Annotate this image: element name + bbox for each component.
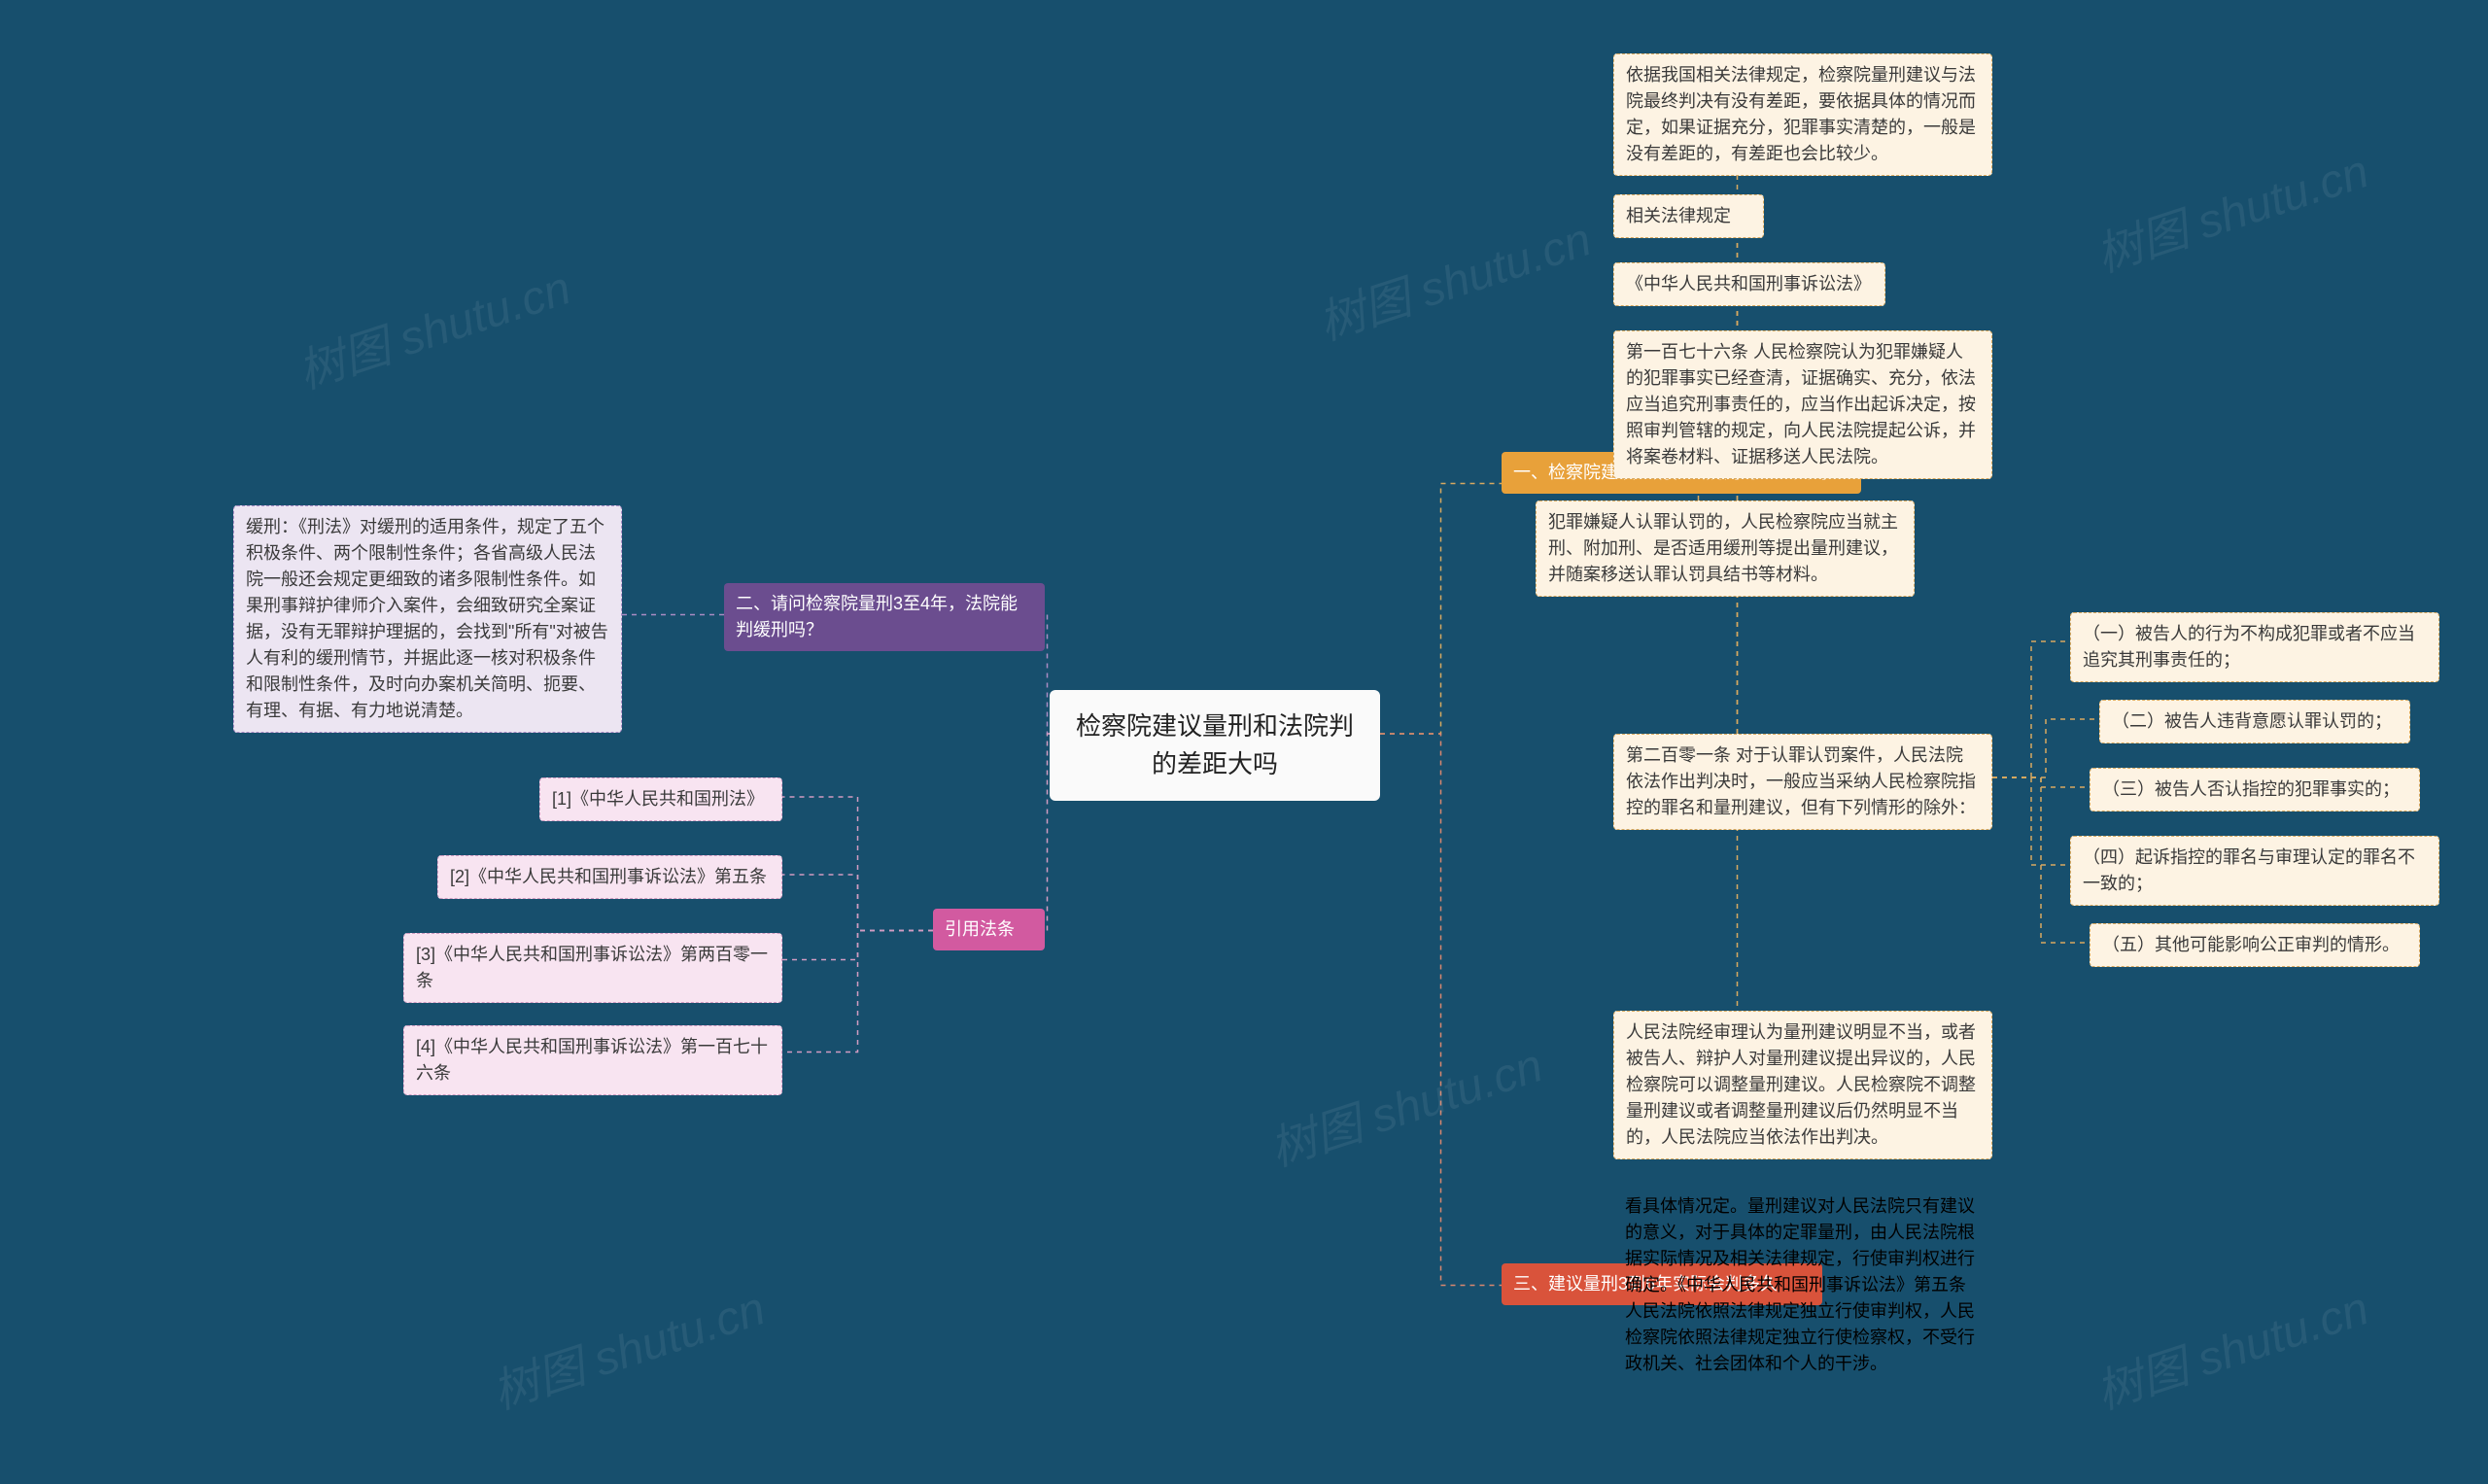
leaf-b2l1[interactable]: 缓刑：《刑法》对缓刑的适用条件，规定了五个积极条件、两个限制性条件；各省高级人民… bbox=[233, 505, 622, 733]
watermark: 树图 shutu.cn bbox=[482, 1270, 772, 1422]
leaf-b1l3[interactable]: 《中华人民共和国刑事诉讼法》 bbox=[1613, 262, 1885, 306]
watermark: 树图 shutu.cn bbox=[288, 250, 577, 401]
watermark: 树图 shutu.cn bbox=[2086, 1270, 2375, 1422]
watermark: 树图 shutu.cn bbox=[1260, 1027, 1549, 1179]
leaf-b4l1[interactable]: [1]《中华人民共和国刑法》 bbox=[539, 777, 782, 821]
watermark: 树图 shutu.cn bbox=[1308, 201, 1598, 353]
leaf-b1l5[interactable]: 犯罪嫌疑人认罪认罚的，人民检察院应当就主刑、附加刑、是否适用缓刑等提出量刑建议，… bbox=[1536, 500, 1915, 597]
leaf-b1l6c[interactable]: （三）被告人否认指控的犯罪事实的； bbox=[2090, 768, 2420, 811]
leaf-b1l6a[interactable]: （一）被告人的行为不构成犯罪或者不应当追究其刑事责任的； bbox=[2070, 612, 2439, 682]
watermark: 树图 shutu.cn bbox=[2086, 133, 2375, 285]
leaf-b1l6[interactable]: 第二百零一条 对于认罪认罚案件，人民法院依法作出判决时，一般应当采纳人民检察院指… bbox=[1613, 734, 1992, 830]
leaf-b1l6d[interactable]: （四）起诉指控的罪名与审理认定的罪名不一致的； bbox=[2070, 836, 2439, 906]
leaf-b3l1[interactable]: 看具体情况定。量刑建议对人民法院只有建议的意义，对于具体的定罪量刑，由人民法院根… bbox=[1613, 1186, 1992, 1385]
leaf-b1l2[interactable]: 相关法律规定 bbox=[1613, 194, 1764, 238]
leaf-b4l2[interactable]: [2]《中华人民共和国刑事诉讼法》第五条 bbox=[437, 855, 782, 899]
leaf-b1l6e[interactable]: （五）其他可能影响公正审判的情形。 bbox=[2090, 923, 2420, 967]
leaf-b1l7[interactable]: 人民法院经审理认为量刑建议明显不当，或者被告人、辩护人对量刑建议提出异议的，人民… bbox=[1613, 1011, 1992, 1159]
branch-b2[interactable]: 二、请问检察院量刑3至4年，法院能判缓刑吗？ bbox=[724, 583, 1045, 651]
leaf-b1l1[interactable]: 依据我国相关法律规定，检察院量刑建议与法院最终判决有没有差距，要依据具体的情况而… bbox=[1613, 53, 1992, 176]
leaf-b4l4[interactable]: [4]《中华人民共和国刑事诉讼法》第一百七十六条 bbox=[403, 1025, 782, 1095]
center-topic[interactable]: 检察院建议量刑和法院判的差距大吗 bbox=[1050, 690, 1380, 801]
leaf-b1l4[interactable]: 第一百七十六条 人民检察院认为犯罪嫌疑人的犯罪事实已经查清，证据确实、充分，依法… bbox=[1613, 330, 1992, 479]
branch-b4[interactable]: 引用法条 bbox=[933, 909, 1045, 950]
leaf-b4l3[interactable]: [3]《中华人民共和国刑事诉讼法》第两百零一条 bbox=[403, 933, 782, 1003]
leaf-b1l6b[interactable]: （二）被告人违背意愿认罪认罚的； bbox=[2099, 700, 2410, 743]
